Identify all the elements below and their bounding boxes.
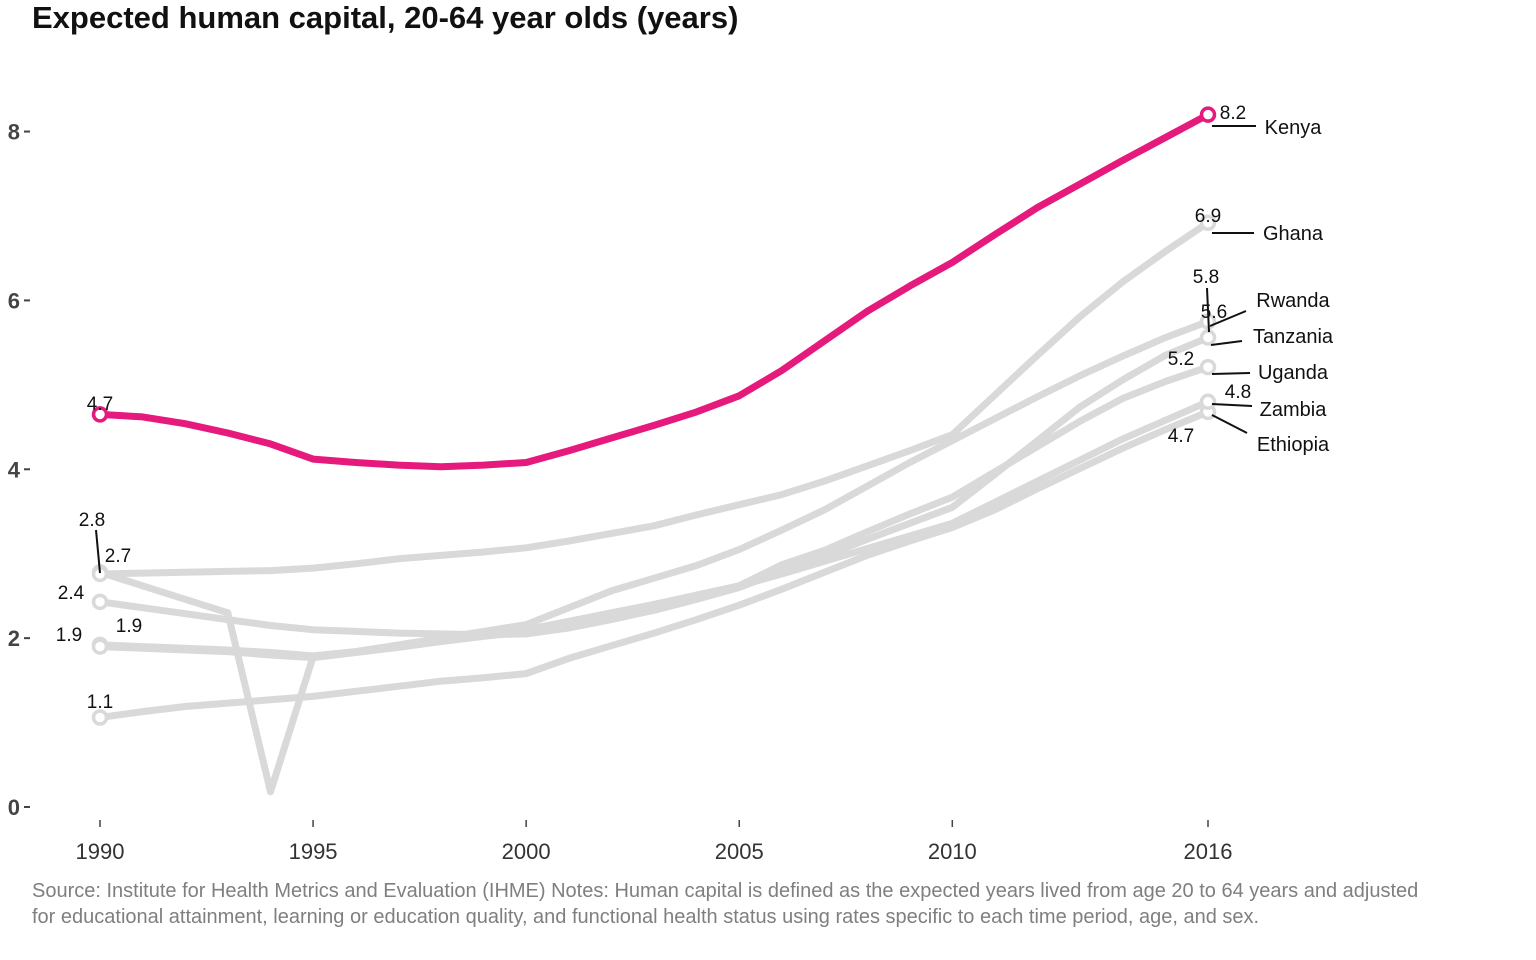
series-line <box>96 111 1212 471</box>
series-line <box>96 219 1212 578</box>
country-label: Tanzania <box>1253 326 1334 348</box>
label-leader-line <box>1211 403 1253 407</box>
series-end-point <box>1199 106 1217 123</box>
start-value-label: 1.1 <box>87 692 113 713</box>
series-rwanda <box>91 313 1217 796</box>
start-value-label: 2.7 <box>105 546 131 567</box>
x-tick-label: 2000 <box>502 839 551 864</box>
series-line <box>96 363 1212 662</box>
label-leader-line <box>1211 414 1248 434</box>
start-value-label: 1.9 <box>56 625 82 646</box>
series-start-point <box>91 593 109 611</box>
y-tick-label: 4 <box>8 457 21 482</box>
y-tick-label: 8 <box>8 120 20 145</box>
x-tick-label: 1990 <box>76 839 125 864</box>
y-tick-label: 0 <box>8 795 20 820</box>
end-value-label: 8.2 <box>1220 103 1246 124</box>
country-label: Zambia <box>1260 399 1328 421</box>
label-leader-line <box>1209 310 1247 327</box>
series-end-point <box>1199 358 1217 376</box>
series-line <box>96 408 1212 721</box>
label-layer: 1.1 4.7 Ethiopia 1.9 4.8 Zambia 1.9 5.2 Uganda 2.… <box>56 103 1334 713</box>
x-tick-label: 2010 <box>928 839 977 864</box>
country-label: Uganda <box>1258 362 1329 384</box>
end-value-label: 5.2 <box>1168 349 1194 370</box>
end-value-label: 6.9 <box>1195 206 1221 227</box>
series-end-point <box>1199 393 1217 410</box>
label-leader-line <box>95 529 101 574</box>
series-start-point <box>91 406 109 423</box>
series-end-point <box>1199 214 1217 231</box>
chart-footnote: Source: Institute for Health Metrics and… <box>32 880 1419 928</box>
y-tick-label: 6 <box>8 288 20 313</box>
series-ethiopia <box>91 403 1217 726</box>
series-line <box>96 334 1212 639</box>
series-line <box>96 318 1212 796</box>
x-axis: 1990 1995 2000 2005 2010 2016 <box>76 820 1233 864</box>
series-layer <box>91 106 1217 796</box>
label-leader-line <box>1206 287 1210 333</box>
end-value-label: 5.8 <box>1193 267 1219 288</box>
end-value-label: 4.8 <box>1225 382 1251 403</box>
series-tanzania <box>91 329 1217 639</box>
series-end-point <box>1199 329 1217 346</box>
series-start-point <box>91 638 109 655</box>
country-label: Kenya <box>1265 117 1323 139</box>
country-label: Ghana <box>1263 223 1324 245</box>
series-start-point <box>91 709 109 726</box>
series-ghana <box>91 214 1217 583</box>
country-label: Rwanda <box>1256 290 1330 312</box>
y-tick-label: 2 <box>8 626 20 651</box>
x-tick-label: 1995 <box>289 839 338 864</box>
start-value-label: 4.7 <box>87 394 113 415</box>
country-label: Ethiopia <box>1257 434 1330 456</box>
chart-title: Expected human capital, 20-64 year olds … <box>32 0 739 35</box>
start-value-label: 2.8 <box>79 510 105 531</box>
start-value-label: 2.4 <box>58 583 85 604</box>
series-kenya <box>91 106 1217 471</box>
start-value-label: 1.9 <box>116 616 142 637</box>
x-tick-label: 2016 <box>1184 839 1233 864</box>
end-value-label: 4.7 <box>1168 426 1194 447</box>
y-axis: 0 2 4 6 8 <box>8 120 30 820</box>
label-leader-line <box>1211 372 1251 375</box>
x-tick-label: 2005 <box>715 839 764 864</box>
label-leader-line <box>1210 340 1243 346</box>
